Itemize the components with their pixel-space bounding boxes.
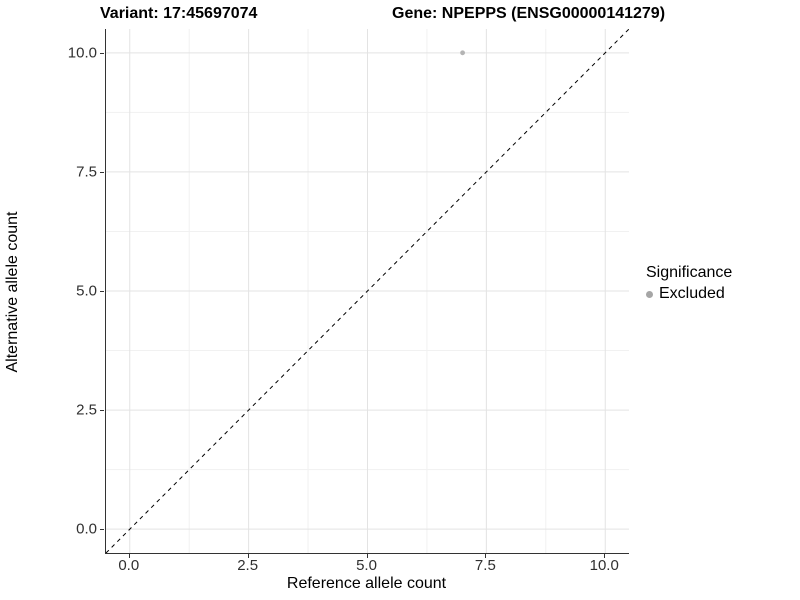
x-tick-mark [604, 554, 606, 558]
y-tick-label: 10.0 [67, 44, 97, 62]
x-tick-label: 5.0 [356, 557, 377, 574]
y-tick-mark [100, 410, 104, 412]
legend-item-excluded: Excluded [646, 285, 732, 303]
plot-panel [105, 29, 629, 554]
x-tick-mark [247, 554, 249, 558]
x-tick-mark [366, 554, 368, 558]
y-tick-label: 5.0 [76, 282, 97, 300]
variant-title: Variant: 17:45697074 [100, 5, 258, 22]
x-tick-label: 0.0 [118, 557, 140, 574]
data-point [460, 50, 465, 56]
plot-canvas [106, 29, 629, 553]
y-axis-title: Alternative allele count [4, 211, 21, 373]
excluded-point-icon [646, 290, 653, 298]
x-tick-label: 7.5 [474, 557, 496, 574]
y-tick-mark [100, 52, 104, 54]
x-axis-title: Reference allele count [286, 575, 447, 592]
y-tick-mark [100, 529, 104, 531]
y-tick-label: 0.0 [76, 520, 97, 538]
y-tick-label: 7.5 [76, 163, 97, 181]
legend-item-label: Excluded [659, 285, 725, 302]
y-tick-mark [100, 291, 104, 292]
y-tick-label: 2.5 [76, 401, 97, 419]
legend: Significance Excluded [646, 264, 732, 303]
x-tick-mark [485, 554, 487, 558]
legend-title: Significance [646, 264, 733, 281]
x-tick-mark [128, 554, 130, 558]
y-tick-mark [100, 171, 104, 173]
x-tick-label: 10.0 [589, 557, 619, 574]
identity-reference-line [106, 29, 629, 553]
x-tick-label: 2.5 [237, 557, 259, 574]
gene-title: Gene: NPEPPS (ENSG00000141279) [392, 5, 666, 22]
